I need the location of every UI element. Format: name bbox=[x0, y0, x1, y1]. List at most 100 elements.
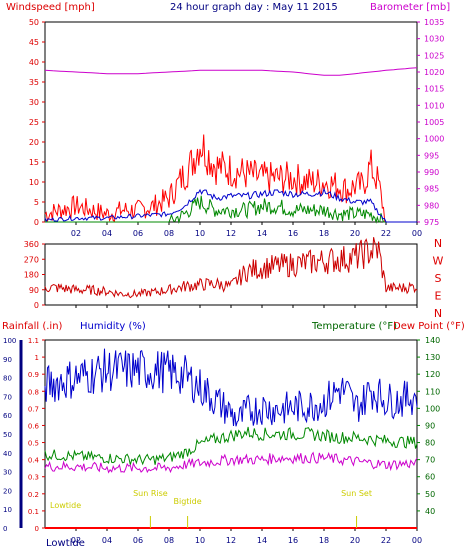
baro-y-tick-label: 1035 bbox=[424, 18, 444, 27]
rain-y-tick-label: 0.1 bbox=[28, 508, 39, 516]
climate-x-tick-label: 00 bbox=[412, 536, 422, 545]
rain-y-tick-label: 0.4 bbox=[28, 457, 40, 465]
climate-x-tick-label: 18 bbox=[319, 536, 329, 545]
event-label: Bigtide bbox=[174, 497, 202, 506]
temp-y-tick-label: 100 bbox=[425, 404, 440, 413]
dewpoint-axis-label: Dew Point (°F) bbox=[393, 321, 465, 332]
humidity-y-tick-label: 0 bbox=[3, 525, 7, 533]
baro-y-tick-label: 1020 bbox=[424, 68, 444, 77]
wind-y-tick-label: 5 bbox=[34, 198, 39, 207]
humidity-y-tick-label: 10 bbox=[3, 506, 12, 514]
temp-y-tick-label: 50 bbox=[425, 490, 435, 499]
temp-y-tick-label: 110 bbox=[425, 387, 440, 396]
compass-label: N bbox=[434, 307, 442, 320]
wind-y-tick-label: 15 bbox=[29, 158, 39, 167]
humidity-y-tick-label: 70 bbox=[3, 393, 12, 401]
wind-y-tick-label: 20 bbox=[29, 138, 39, 147]
wind-x-tick-label: 22 bbox=[381, 229, 391, 238]
direction-y-tick-label: 180 bbox=[24, 271, 39, 280]
wind-x-tick-label: 06 bbox=[133, 229, 143, 238]
direction-y-tick-label: 90 bbox=[29, 286, 39, 295]
climate-x-tick-label: 04 bbox=[102, 536, 112, 545]
baro-y-tick-label: 1030 bbox=[424, 35, 444, 44]
rain-y-tick-label: 0.5 bbox=[28, 440, 39, 448]
baro-y-tick-label: 995 bbox=[424, 151, 439, 160]
temp-y-tick-label: 90 bbox=[425, 421, 435, 430]
climate-x-tick-label: 10 bbox=[195, 536, 205, 545]
baro-y-tick-label: 1015 bbox=[424, 85, 444, 94]
rain-y-tick-label: 0.8 bbox=[28, 388, 39, 396]
rain-y-tick-label: 0.6 bbox=[28, 422, 40, 430]
wind-x-tick-label: 18 bbox=[319, 229, 329, 238]
rainfall-axis-label: Rainfall (.in) bbox=[2, 321, 63, 332]
rain-y-tick-label: 0 bbox=[35, 525, 39, 533]
temp-y-tick-label: 140 bbox=[425, 336, 440, 345]
baro-y-tick-label: 1000 bbox=[424, 135, 444, 144]
baro-y-tick-label: 1005 bbox=[424, 118, 444, 127]
wind-y-tick-label: 35 bbox=[29, 78, 39, 87]
barometer-line bbox=[44, 67, 418, 76]
temp-y-tick-label: 130 bbox=[425, 353, 440, 362]
direction-y-tick-label: 360 bbox=[24, 240, 39, 249]
footer-lowtide-label: Lowtide bbox=[46, 538, 85, 549]
climate-x-tick-label: 12 bbox=[226, 536, 236, 545]
wind-y-tick-label: 30 bbox=[29, 98, 39, 107]
temperature-axis-label: Temperature (°F) bbox=[312, 321, 398, 332]
event-label: Lowtide bbox=[50, 501, 81, 510]
baro-y-tick-label: 975 bbox=[424, 218, 439, 227]
climate-x-tick-label: 02 bbox=[71, 536, 81, 545]
temp-y-tick-label: 40 bbox=[425, 507, 435, 516]
rain-y-tick-label: 0.9 bbox=[28, 371, 39, 379]
temp-y-tick-label: 120 bbox=[425, 370, 440, 379]
wind-x-tick-label: 10 bbox=[195, 229, 205, 238]
climate-x-tick-label: 22 bbox=[381, 536, 391, 545]
wind-low-line bbox=[45, 195, 417, 224]
humidity-y-tick-label: 60 bbox=[3, 412, 12, 420]
baro-y-tick-label: 1025 bbox=[424, 51, 444, 60]
wind-x-tick-label: 08 bbox=[164, 229, 174, 238]
event-label: Sun Set bbox=[341, 489, 372, 498]
climate-x-tick-label: 16 bbox=[288, 536, 298, 545]
baro-y-tick-label: 985 bbox=[424, 185, 439, 194]
direction-y-tick-label: 0 bbox=[34, 301, 39, 310]
humidity-y-tick-label: 40 bbox=[3, 450, 12, 458]
compass-label: E bbox=[435, 290, 442, 303]
direction-plot-frame bbox=[44, 243, 418, 306]
wind-x-tick-label: 12 bbox=[226, 229, 236, 238]
dewpoint-line bbox=[44, 451, 418, 474]
rain-y-tick-label: 0.3 bbox=[28, 474, 39, 482]
wind-direction-line bbox=[44, 237, 418, 299]
wind-y-tick-label: 0 bbox=[34, 218, 39, 227]
windspeed-line bbox=[44, 134, 417, 223]
wind-x-tick-label: 20 bbox=[350, 229, 360, 238]
temp-y-tick-label: 80 bbox=[425, 439, 435, 448]
wind-x-tick-label: 00 bbox=[412, 229, 422, 238]
temperature-line bbox=[44, 426, 418, 466]
wind-y-tick-label: 40 bbox=[29, 58, 39, 67]
wind-y-tick-label: 10 bbox=[29, 178, 39, 187]
baro-y-tick-label: 990 bbox=[424, 168, 439, 177]
windspeed-axis-label: Windspeed [mph] bbox=[6, 2, 95, 13]
event-label: Sun Rise bbox=[133, 489, 168, 498]
compass-label: S bbox=[435, 272, 442, 285]
average-wind-line bbox=[44, 187, 417, 223]
humidity-y-tick-label: 100 bbox=[3, 337, 16, 345]
wind-y-tick-label: 25 bbox=[29, 118, 39, 127]
wind-x-tick-label: 16 bbox=[288, 229, 298, 238]
baro-y-tick-label: 980 bbox=[424, 201, 439, 210]
climate-x-tick-label: 14 bbox=[257, 536, 267, 545]
wind-y-tick-label: 45 bbox=[29, 38, 39, 47]
compass-label: N bbox=[434, 237, 442, 250]
humidity-y-tick-label: 50 bbox=[3, 431, 12, 439]
direction-y-tick-label: 270 bbox=[24, 255, 39, 264]
rain-y-tick-label: 0.7 bbox=[28, 405, 39, 413]
humidity-y-tick-label: 90 bbox=[3, 356, 12, 364]
humidity-line bbox=[44, 348, 418, 427]
climate-x-tick-label: 20 bbox=[350, 536, 360, 545]
wind-y-tick-label: 50 bbox=[29, 18, 39, 27]
temp-y-tick-label: 70 bbox=[425, 456, 435, 465]
baro-y-tick-label: 1010 bbox=[424, 101, 444, 110]
wind-plot-frame bbox=[44, 21, 418, 223]
